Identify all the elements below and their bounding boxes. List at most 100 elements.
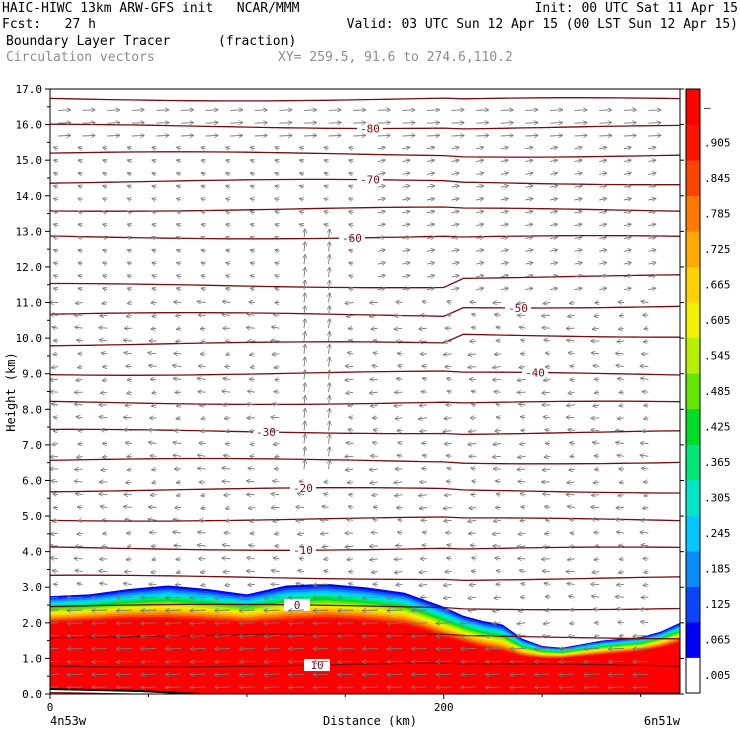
circulation-vector <box>616 520 624 521</box>
circulation-vector <box>177 405 182 406</box>
circulation-vector <box>152 275 156 277</box>
circulation-vector <box>79 160 83 162</box>
circulation-vector <box>173 455 182 456</box>
circulation-vector <box>543 571 551 572</box>
circulation-vector <box>535 687 551 688</box>
circulation-vector <box>68 687 83 688</box>
circulation-vector <box>423 532 428 533</box>
circulation-vector <box>574 237 582 239</box>
circulation-vector <box>419 584 428 585</box>
circulation-vector <box>152 147 156 149</box>
circulation-vector <box>128 224 132 226</box>
circulation-vector <box>240 623 255 624</box>
circulation-vector <box>202 224 206 226</box>
circulation-vector <box>54 354 59 355</box>
circulation-vector <box>619 302 624 303</box>
circulation-vector <box>202 173 206 175</box>
circulation-vector <box>198 301 206 302</box>
circulation-vector <box>377 135 390 136</box>
circulation-vector <box>176 341 182 342</box>
circulation-vector <box>349 250 353 252</box>
circulation-vector <box>152 405 157 406</box>
circulation-vector <box>546 610 551 611</box>
circulation-vector <box>103 199 107 201</box>
circulation-vector <box>377 173 385 175</box>
circulation-vector <box>461 661 477 662</box>
circulation-vector <box>82 123 95 124</box>
circulation-vector <box>247 404 255 405</box>
circulation-vector <box>240 597 255 598</box>
circulation-vector <box>591 507 600 508</box>
circulation-vector <box>166 597 182 598</box>
circulation-vector <box>426 135 439 136</box>
circulation-vector <box>251 275 255 277</box>
circulation-vector <box>101 392 108 393</box>
circulation-vector <box>329 460 330 470</box>
circulation-vector <box>304 281 305 290</box>
circulation-vector <box>230 123 242 124</box>
circulation-vector <box>567 482 575 483</box>
circulation-vector <box>472 571 477 572</box>
circulation-vector <box>103 173 107 175</box>
circulation-vector <box>549 250 557 252</box>
circulation-vector <box>166 687 182 688</box>
circulation-vector <box>289 610 305 611</box>
circulation-vector <box>644 405 649 406</box>
circulation-vector <box>289 623 305 624</box>
circulation-vector <box>128 173 132 175</box>
circulation-vector <box>223 301 231 302</box>
circulation-vector <box>402 211 409 213</box>
x-left-endpoint: 4n53w <box>50 714 87 728</box>
circulation-vector <box>272 431 280 432</box>
circulation-vector <box>347 519 354 520</box>
colorbar-swatch <box>686 160 700 197</box>
circulation-vector <box>102 303 108 304</box>
circulation-vector <box>52 444 59 445</box>
circulation-vector <box>201 431 206 432</box>
circulation-vector <box>500 173 508 175</box>
circulation-vector <box>76 379 83 380</box>
circulation-vector <box>117 636 132 637</box>
circulation-vector <box>296 520 305 521</box>
circulation-vector <box>426 275 434 277</box>
circulation-vector <box>173 442 182 443</box>
circulation-vector <box>141 674 157 675</box>
circulation-vector <box>495 431 501 432</box>
circulation-vector <box>156 135 168 136</box>
circulation-vector <box>300 186 304 188</box>
circulation-vector <box>117 610 132 611</box>
circulation-vector <box>372 495 378 496</box>
circulation-vector <box>640 532 649 533</box>
circulation-vector <box>201 328 206 329</box>
circulation-vector <box>304 358 305 367</box>
circulation-vector <box>592 519 600 520</box>
isotherm-label: -80 <box>360 122 380 135</box>
circulation-vector <box>68 636 83 637</box>
circulation-vector <box>633 674 649 675</box>
circulation-vector <box>592 353 600 354</box>
circulation-vector <box>543 494 551 495</box>
circulation-vector <box>560 674 575 675</box>
circulation-vector <box>419 341 428 342</box>
circulation-vector <box>124 417 132 418</box>
circulation-vector <box>451 263 459 265</box>
circulation-vector <box>215 623 231 624</box>
circulation-vector <box>275 367 280 368</box>
vector-label: Circulation vectors <box>6 50 155 65</box>
circulation-vector <box>525 224 532 226</box>
circulation-vector <box>226 199 230 201</box>
circulation-vector <box>599 110 611 111</box>
circulation-vector <box>599 211 606 213</box>
circulation-vector <box>329 332 330 342</box>
circulation-vector <box>545 533 551 534</box>
colorbar-label: .365 <box>704 456 731 469</box>
circulation-vector <box>542 315 551 316</box>
circulation-vector <box>77 417 83 418</box>
circulation-vector <box>500 186 508 188</box>
circulation-vector <box>349 160 353 162</box>
circulation-vector <box>451 275 459 277</box>
circulation-vector <box>648 135 660 136</box>
circulation-vector <box>595 469 600 470</box>
circulation-vector <box>469 610 477 611</box>
circulation-vector <box>300 160 304 162</box>
